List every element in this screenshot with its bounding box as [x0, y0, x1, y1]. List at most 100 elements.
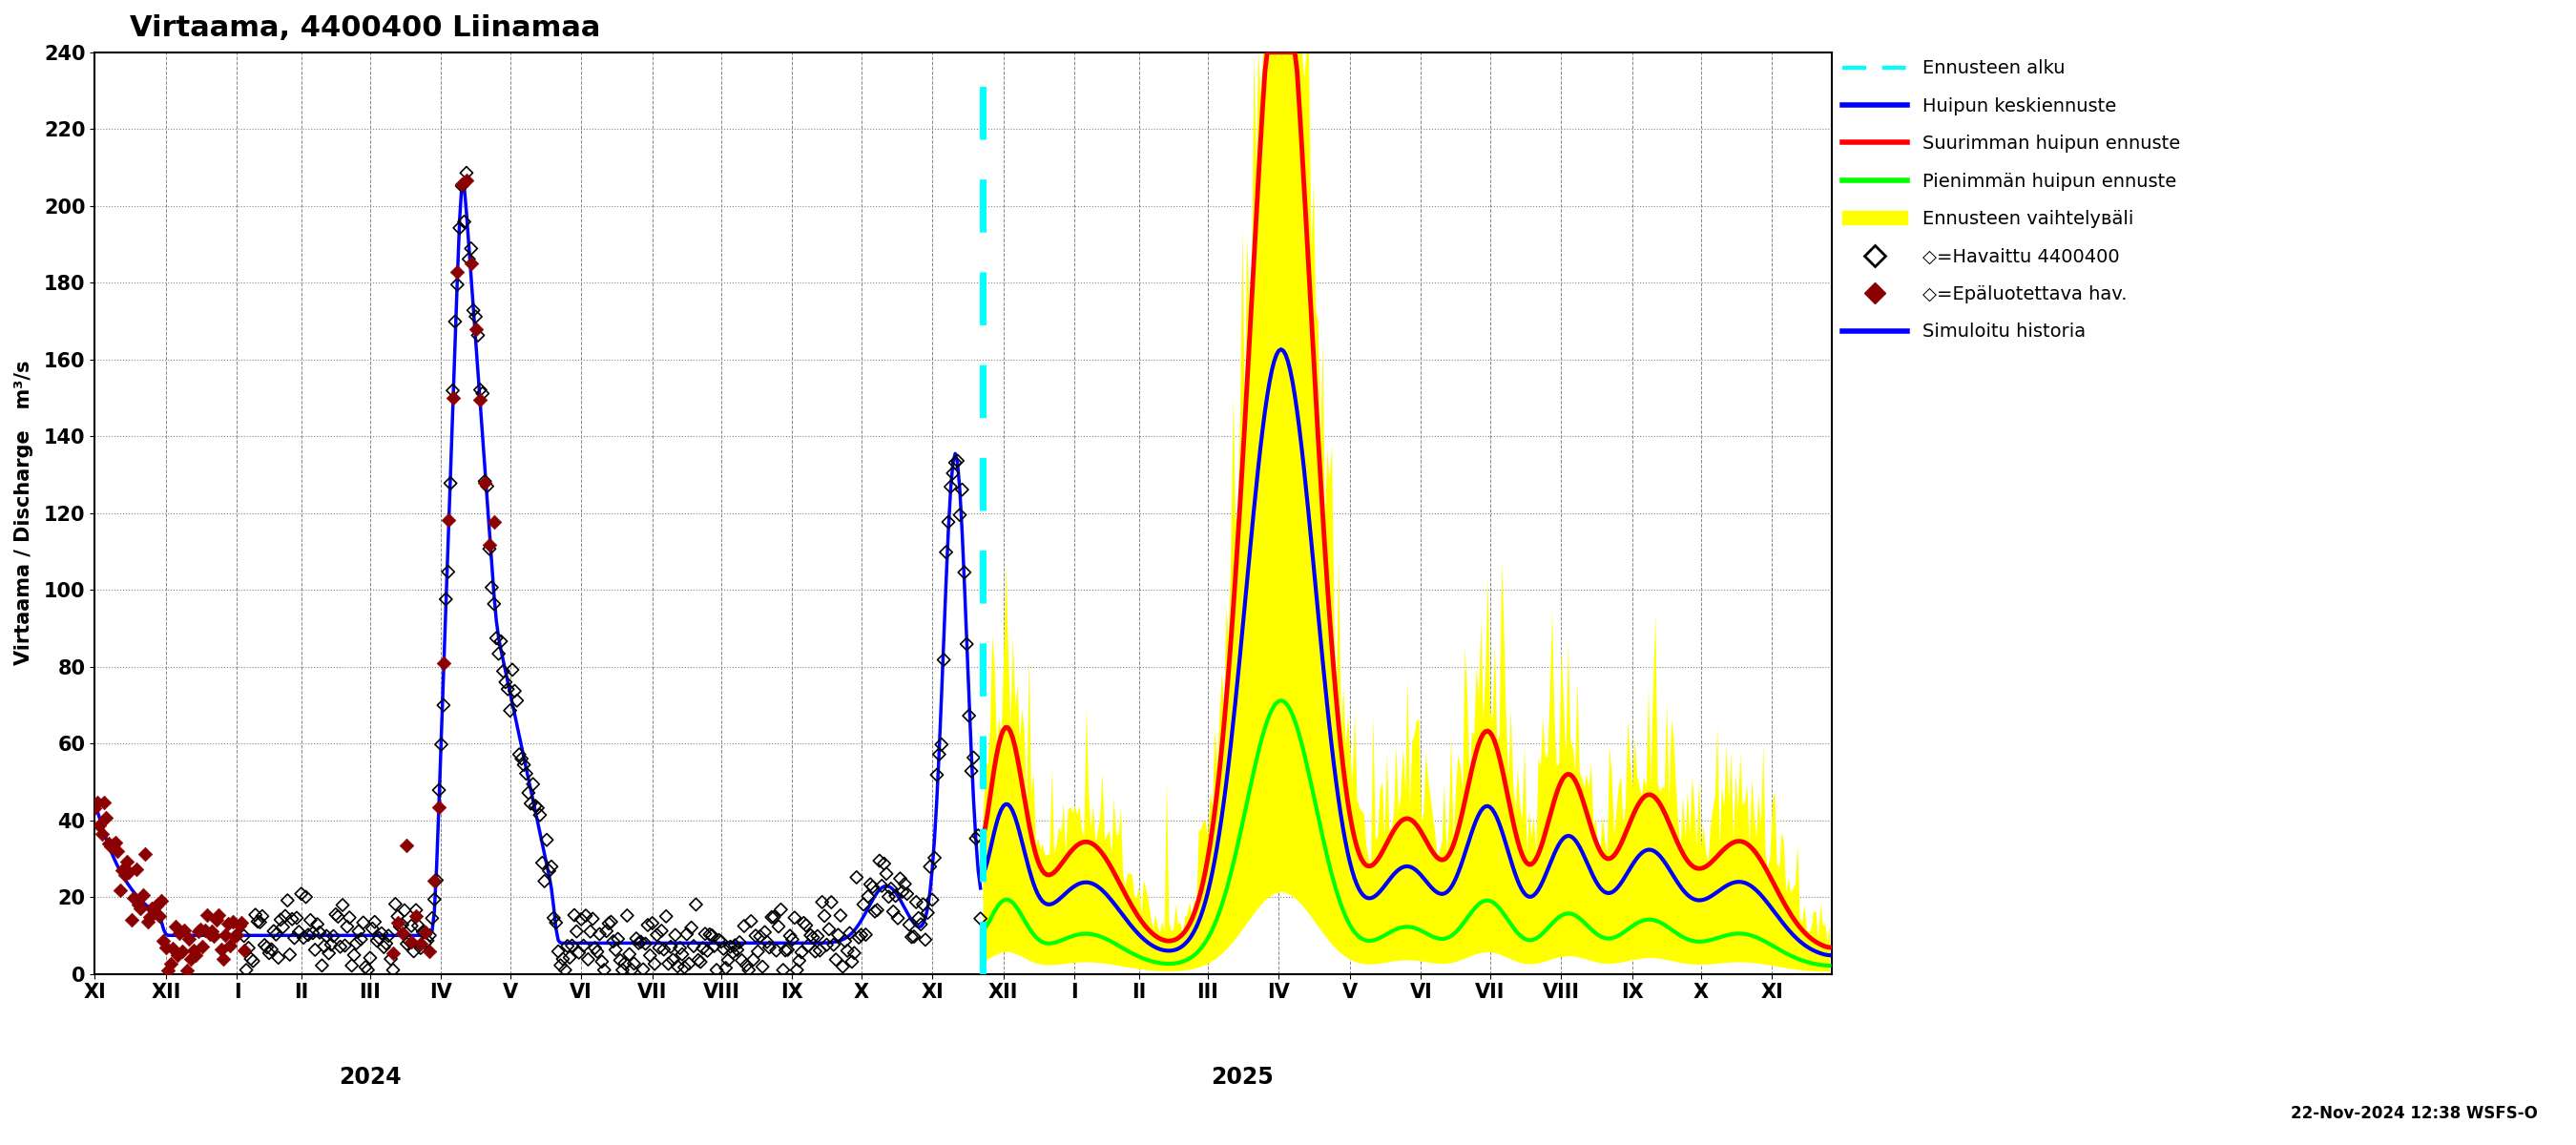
Point	[837, 929, 878, 947]
Point	[611, 961, 652, 979]
Point	[639, 939, 680, 957]
Point	[531, 858, 572, 876]
Point	[636, 925, 677, 943]
Point	[389, 932, 430, 950]
Point	[706, 958, 747, 977]
Point	[247, 938, 289, 956]
Point	[250, 940, 291, 958]
Point	[822, 957, 863, 976]
Point	[392, 932, 433, 950]
Point	[214, 926, 255, 945]
Point	[817, 925, 858, 943]
Point	[762, 961, 804, 979]
Point	[497, 692, 538, 710]
Point	[958, 827, 999, 845]
Point	[325, 937, 366, 955]
Point	[340, 930, 381, 948]
Point	[237, 913, 278, 931]
Point	[755, 941, 796, 960]
Point	[417, 798, 459, 816]
Point	[88, 835, 129, 853]
Point	[935, 453, 976, 472]
Point	[227, 939, 268, 957]
Point	[433, 381, 474, 400]
Point	[896, 893, 938, 911]
Point	[819, 907, 860, 925]
Point	[533, 909, 574, 927]
Point	[229, 949, 270, 968]
Point	[160, 924, 201, 942]
Point	[100, 882, 142, 900]
Point	[621, 933, 662, 951]
Point	[332, 956, 374, 974]
Point	[152, 940, 193, 958]
Point	[440, 175, 482, 194]
Point	[569, 923, 611, 941]
Point	[510, 795, 551, 813]
Point	[961, 909, 1002, 927]
Point	[415, 890, 456, 908]
Point	[149, 955, 191, 973]
Point	[827, 941, 868, 960]
Point	[600, 951, 641, 970]
Point	[556, 922, 598, 940]
Point	[307, 927, 348, 946]
Point	[124, 845, 165, 863]
Point	[85, 808, 126, 827]
Point	[582, 953, 623, 971]
Point	[77, 793, 118, 812]
Point	[878, 909, 920, 927]
Point	[430, 474, 471, 492]
Y-axis label: Virtaama / Discharge   m³/s: Virtaama / Discharge m³/s	[15, 361, 33, 665]
Point	[500, 745, 541, 764]
Point	[814, 950, 855, 969]
Point	[703, 940, 744, 958]
Point	[829, 924, 871, 942]
Point	[438, 219, 479, 237]
Point	[312, 935, 353, 954]
Point	[729, 961, 770, 979]
Point	[198, 906, 240, 924]
Point	[206, 926, 247, 945]
Point	[832, 953, 873, 971]
Point	[178, 922, 219, 940]
Point	[940, 481, 981, 499]
Point	[399, 939, 440, 957]
Point	[515, 797, 556, 815]
Point	[446, 164, 487, 182]
Point	[724, 917, 765, 935]
Point	[173, 941, 214, 960]
Point	[209, 937, 250, 955]
Point	[899, 909, 940, 927]
Point	[518, 799, 559, 818]
Point	[690, 926, 732, 945]
Point	[744, 923, 786, 941]
Point	[848, 887, 889, 906]
Point	[425, 590, 466, 608]
Point	[595, 941, 636, 960]
Point	[144, 931, 185, 949]
Point	[585, 961, 626, 979]
Point	[263, 918, 304, 937]
Point	[737, 942, 778, 961]
Point	[855, 902, 896, 921]
Point	[301, 956, 343, 974]
Point	[353, 913, 394, 931]
Point	[793, 942, 835, 961]
Point	[273, 929, 314, 947]
Point	[574, 939, 616, 957]
Point	[837, 868, 878, 886]
Point	[750, 938, 791, 956]
Point	[719, 933, 760, 951]
Point	[309, 945, 350, 963]
Point	[667, 955, 708, 973]
Point	[698, 931, 739, 949]
Legend: Ennusteen alku, Huipun keskiennuste, Suurimman huipun ennuste, Pienimmän huipun : Ennusteen alku, Huipun keskiennuste, Suu…	[1834, 53, 2187, 348]
Point	[270, 910, 312, 929]
Point	[319, 938, 361, 956]
Point	[544, 961, 585, 979]
Point	[286, 887, 327, 906]
Point	[564, 937, 605, 955]
Point	[422, 654, 464, 672]
Point	[587, 915, 629, 933]
